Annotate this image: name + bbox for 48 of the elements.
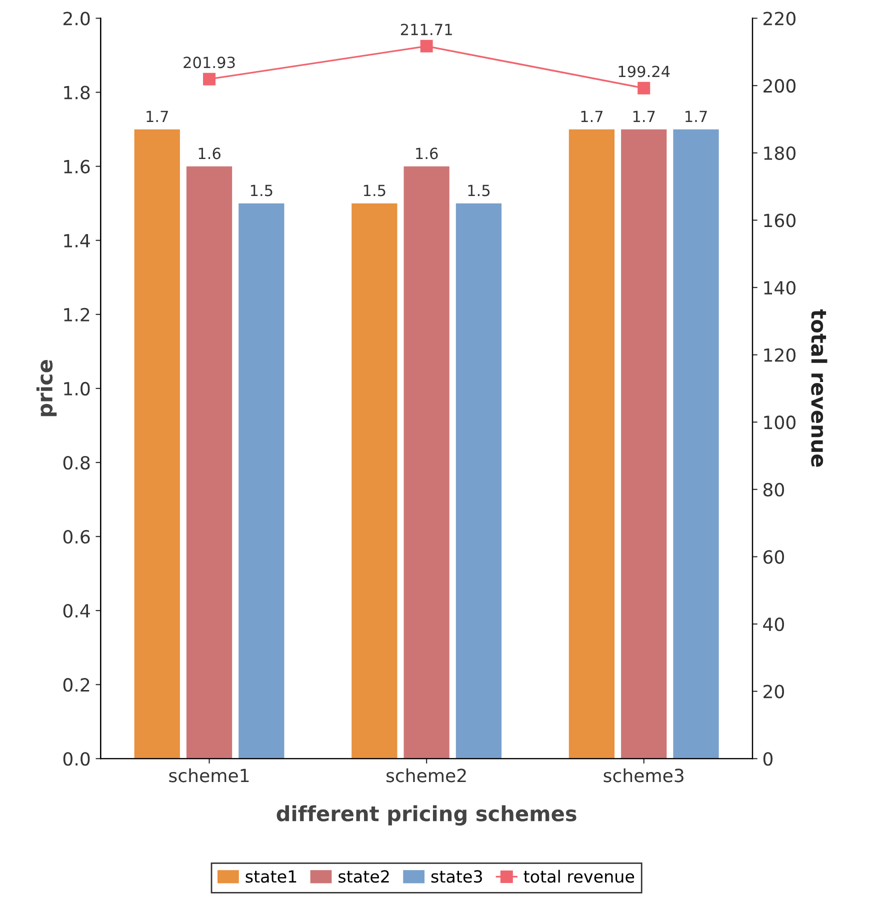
- data-label: 1.6: [416, 148, 438, 160]
- y2-tick-label: 120: [764, 348, 796, 362]
- legend-label: state2: [338, 870, 389, 883]
- text: 2.0: [64, 12, 90, 26]
- x-tick-label: scheme3: [604, 768, 684, 782]
- y2-tick-label: 80: [763, 482, 784, 497]
- y2-tick-label: 200: [764, 79, 796, 93]
- legend-label: total revenue: [524, 870, 634, 883]
- text: 1.4: [64, 234, 90, 248]
- y-axis-title: price: [36, 360, 57, 416]
- data-label: 1.5: [468, 184, 490, 196]
- y2-tick-label: 60: [763, 550, 784, 564]
- text: 1.8: [64, 86, 90, 100]
- text: 1.2: [64, 308, 90, 322]
- text: 0.8: [63, 456, 90, 470]
- y2-tick-label: 100: [764, 416, 796, 430]
- y2-tick-label: 20: [764, 684, 784, 698]
- data-label: 1.5: [250, 184, 272, 196]
- y2-tick-label: 220: [764, 12, 796, 26]
- point: [203, 72, 216, 86]
- data-label: 1.7: [146, 110, 168, 122]
- text: 1.0: [64, 382, 90, 396]
- point: [420, 40, 433, 52]
- y2-tick-label: 160: [764, 214, 796, 228]
- y2-tick-label: 180: [764, 146, 796, 160]
- data-label: 1.5: [364, 184, 386, 196]
- data-label: 1.6: [198, 148, 220, 160]
- data-label: 201.93: [184, 56, 235, 68]
- text: 0.4: [63, 604, 90, 618]
- x-axis-title: different pricing schemes: [276, 805, 576, 826]
- data-label: 1.7: [633, 110, 655, 122]
- x-tick-label: scheme2: [386, 768, 466, 782]
- legend-label: state1: [246, 870, 296, 883]
- x-tick-label: scheme1: [169, 768, 249, 782]
- y2-tick-label: 140: [764, 280, 796, 295]
- y2-tick-label: 0: [763, 752, 773, 766]
- text: 0.0: [63, 752, 90, 766]
- y2-axis-title: total revenue: [811, 309, 828, 467]
- data-label: 1.7: [686, 110, 707, 122]
- data-label: 211.71: [400, 24, 452, 36]
- text: 0.2: [63, 678, 90, 692]
- data-label: 199.24: [618, 66, 670, 78]
- y2-tick-label: 40: [763, 617, 784, 632]
- text: 0.6: [63, 530, 90, 544]
- legend-label: state3: [431, 870, 482, 883]
- point: [638, 82, 650, 94]
- data-label: 1.7: [581, 110, 603, 122]
- text: 1.6: [64, 160, 90, 174]
